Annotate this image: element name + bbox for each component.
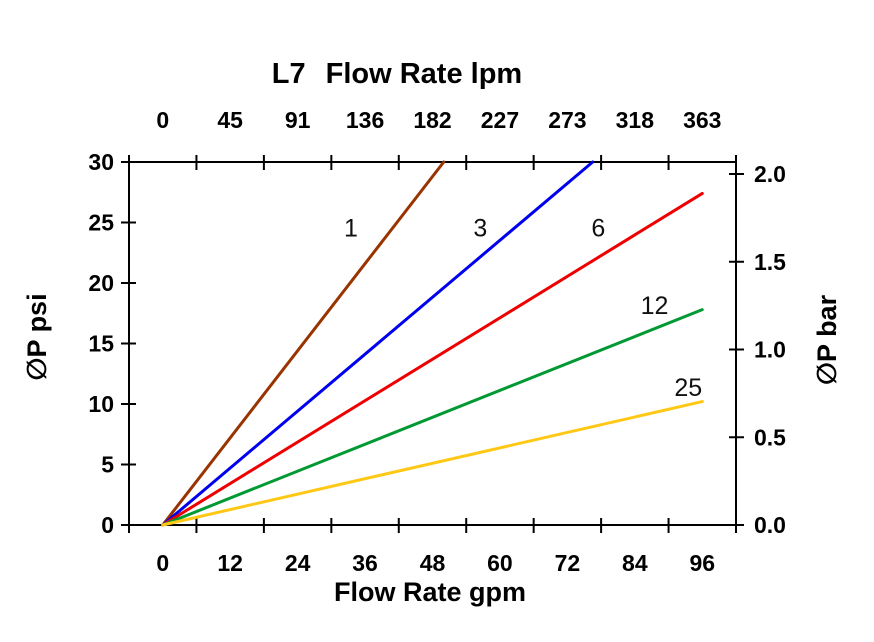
curve-3	[161, 160, 595, 527]
right-tick-label: 2.0	[754, 161, 786, 187]
left-axis-title: ∅P psi	[22, 293, 52, 380]
top-tick-label: 182	[413, 107, 451, 133]
model-name-label: L7	[272, 58, 306, 90]
curve-25	[161, 400, 704, 527]
curve-label-3: 3	[473, 214, 487, 242]
right-tick-label: 0.0	[754, 512, 786, 538]
bottom-tick-label: 12	[217, 550, 243, 576]
right-tick-label: 1.0	[754, 337, 786, 363]
bottom-tick-label: 48	[420, 550, 446, 576]
bottom-tick-label: 60	[487, 550, 513, 576]
curve-6	[161, 191, 704, 527]
left-tick-label: 30	[88, 149, 114, 175]
bottom-tick-label: 72	[555, 550, 581, 576]
bottom-tick-label: 36	[352, 550, 378, 576]
curve-label-12: 12	[641, 292, 669, 320]
right-tick-label: 0.5	[754, 424, 786, 450]
curve-12	[161, 308, 704, 527]
top-tick-label: 0	[156, 107, 169, 133]
top-tick-label: 91	[285, 107, 311, 133]
curve-label-1: 1	[344, 214, 358, 242]
bottom-tick-label: 0	[156, 550, 169, 576]
top-tick-label: 273	[548, 107, 586, 133]
plot-frame	[128, 161, 737, 526]
top-tick-label: 318	[616, 107, 655, 133]
top-tick-label: 227	[481, 107, 519, 133]
axes-layer: 0 12 24 36 48 60 72 84 960 45 91 136 182 227 273 318 363…	[88, 107, 786, 576]
bottom-axis-title: Flow Rate gpm	[334, 577, 526, 607]
right-axis-title: ∅P bar	[812, 294, 842, 385]
top-axis-title: L7 Flow Rate lpm	[272, 58, 522, 90]
top-tick-label: 136	[346, 107, 384, 133]
right-tick-label: 1.5	[754, 249, 786, 275]
top-tick-label: 45	[217, 107, 243, 133]
top-axis-title-text: Flow Rate lpm	[326, 58, 523, 90]
left-tick-label: 25	[88, 210, 114, 236]
curve-label-6: 6	[591, 214, 605, 242]
left-tick-label: 0	[101, 512, 114, 538]
left-tick-label: 15	[88, 331, 114, 357]
curve-label-25: 25	[674, 374, 702, 402]
bottom-tick-label: 84	[622, 550, 648, 576]
curve-1	[161, 160, 446, 527]
left-tick-label: 10	[88, 391, 114, 417]
series-layer: 1 3 6 12 25	[161, 160, 704, 527]
left-tick-label: 20	[88, 270, 114, 296]
bottom-tick-label: 24	[285, 550, 311, 576]
bottom-tick-label: 96	[689, 550, 715, 576]
left-tick-label: 5	[101, 452, 114, 478]
top-tick-label: 363	[683, 107, 721, 133]
